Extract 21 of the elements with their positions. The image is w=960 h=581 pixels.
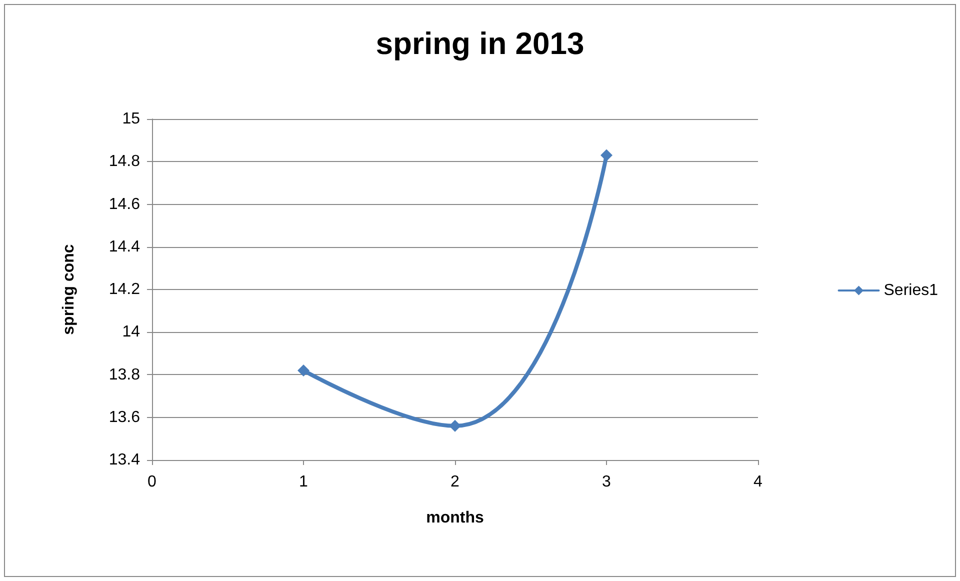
x-tick-label: 4 bbox=[754, 474, 763, 490]
y-tick-label: 13.4 bbox=[108, 452, 140, 468]
legend-label: Series1 bbox=[884, 282, 938, 299]
y-tick-label: 14.8 bbox=[108, 153, 140, 170]
x-tick-label: 3 bbox=[602, 474, 612, 490]
y-tick-label: 14.2 bbox=[108, 281, 140, 298]
y-tick-label: 14.4 bbox=[108, 238, 140, 256]
y-tick-label: 14.6 bbox=[108, 196, 140, 213]
y-tick-label: 13.6 bbox=[108, 408, 140, 426]
point bbox=[600, 149, 612, 162]
chart-title: spring in 2013 bbox=[376, 26, 584, 61]
x-tick-label: 2 bbox=[450, 474, 460, 490]
y-tick-label: 13.8 bbox=[108, 366, 140, 384]
y-tick-label: 14 bbox=[122, 324, 140, 341]
point bbox=[449, 420, 461, 432]
y-axis-title: spring conc bbox=[60, 244, 78, 335]
x-tick-label: 1 bbox=[299, 474, 308, 490]
point bbox=[298, 364, 310, 376]
y-tick-label: 15 bbox=[122, 110, 140, 128]
x-tick-label: 0 bbox=[148, 474, 157, 490]
x-axis-title: months bbox=[426, 510, 484, 526]
